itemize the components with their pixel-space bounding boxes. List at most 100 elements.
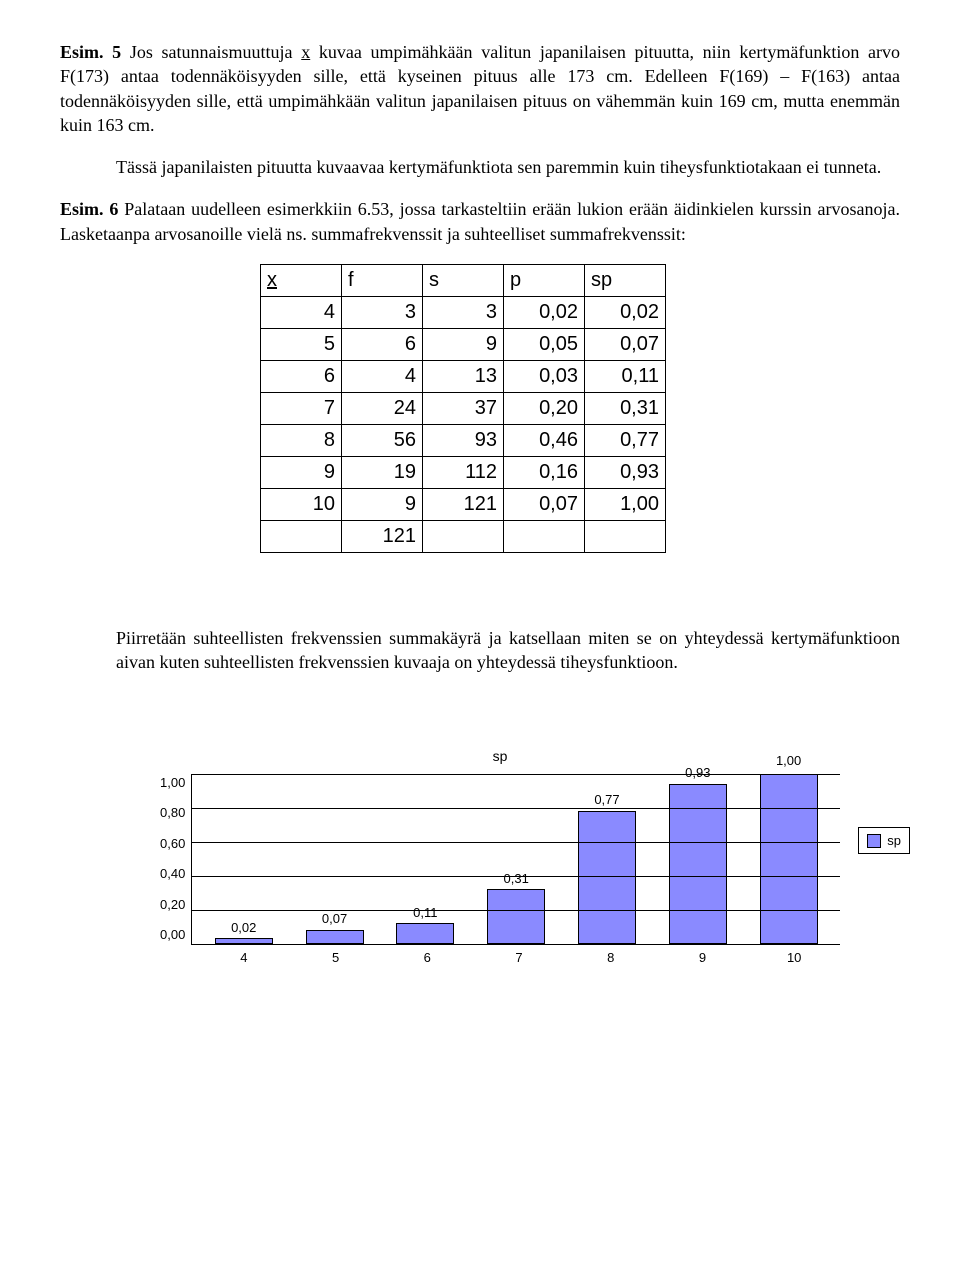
table-cell: 93 (423, 425, 504, 457)
table-cell: 0,07 (585, 329, 666, 361)
y-tick-label: 0,60 (160, 835, 185, 853)
esim5-text-a: Jos satunnaismuuttuja (121, 42, 301, 62)
chart-bars: 0,020,070,110,310,770,931,00 (192, 774, 840, 944)
table-cell: 3 (342, 297, 423, 329)
table-cell: 4 (261, 297, 342, 329)
table-cell: 121 (423, 489, 504, 521)
table-cell: 56 (342, 425, 423, 457)
paragraph-esim6: Esim. 6 Palataan uudelleen esimerkkiin 6… (60, 197, 900, 246)
bar (487, 889, 545, 944)
bar-value-label: 0,11 (413, 904, 437, 922)
th-s: s (423, 265, 504, 297)
table-row: 64130,030,11 (261, 361, 666, 393)
table-cell: 0,77 (585, 425, 666, 457)
table-cell: 0,07 (504, 489, 585, 521)
sp-bar-chart: sp 1,000,800,600,400,200,00 0,020,070,11… (160, 747, 840, 966)
table-cell (261, 521, 342, 553)
table-cell: 10 (261, 489, 342, 521)
y-tick-label: 0,20 (160, 896, 185, 914)
gridline (192, 876, 840, 877)
th-sp: sp (585, 265, 666, 297)
esim6-text: Palataan uudelleen esimerkkiin 6.53, jos… (60, 199, 900, 243)
table-cell: 5 (261, 329, 342, 361)
table-cell: 0,02 (504, 297, 585, 329)
table-cell: 0,11 (585, 361, 666, 393)
esim5-var: x (301, 42, 310, 62)
bar-value-label: 0,07 (322, 910, 347, 928)
table-cell: 13 (423, 361, 504, 393)
x-tick-label: 4 (198, 945, 290, 967)
frequency-table: x f s p sp 4330,020,025690,050,0764130,0… (260, 264, 666, 553)
table-row: 856930,460,77 (261, 425, 666, 457)
table-cell: 0,05 (504, 329, 585, 361)
table-cell: 7 (261, 393, 342, 425)
bar-value-label: 0,31 (504, 870, 529, 888)
gridline (192, 808, 840, 809)
table-row: 724370,200,31 (261, 393, 666, 425)
table-cell: 112 (423, 457, 504, 489)
bar (578, 811, 636, 944)
chart-y-axis: 1,00 0,80 0,60 0,40 0,20 0,00 (160, 774, 191, 944)
paragraph-esim5: Esim. 5 Jos satunnaismuuttuja x kuvaa um… (60, 40, 900, 137)
chart-legend: sp (858, 827, 910, 855)
legend-swatch (867, 834, 881, 848)
table-cell: 0,16 (504, 457, 585, 489)
paragraph-chart-intro: Piirretään suhteellisten frekvenssien su… (116, 626, 900, 675)
gridline (192, 774, 840, 775)
bar-slot: 0,93 (652, 774, 743, 944)
chart-intro-text: Piirretään suhteellisten frekvenssien su… (116, 628, 900, 672)
table-cell: 9 (342, 489, 423, 521)
table-cell: 8 (261, 425, 342, 457)
y-tick-label: 1,00 (160, 774, 185, 792)
x-tick-label: 10 (748, 945, 840, 967)
th-x: x (261, 265, 342, 297)
legend-label: sp (887, 832, 901, 850)
y-tick-label: 0,40 (160, 865, 185, 883)
table-cell (504, 521, 585, 553)
table-cell: 1,00 (585, 489, 666, 521)
table-cell: 6 (342, 329, 423, 361)
table-cell: 0,03 (504, 361, 585, 393)
bar-slot: 0,31 (471, 774, 562, 944)
bar-slot: 1,00 (743, 774, 834, 944)
chart-x-axis: 45678910 (198, 945, 840, 967)
table-cell: 0,20 (504, 393, 585, 425)
gridline (192, 842, 840, 843)
table-cell: 37 (423, 393, 504, 425)
th-f: f (342, 265, 423, 297)
table-cell: 0,02 (585, 297, 666, 329)
bar-value-label: 1,00 (776, 752, 801, 770)
table-cell: 9 (261, 457, 342, 489)
bar-value-label: 0,77 (594, 791, 619, 809)
table-cell: 4 (342, 361, 423, 393)
bar-slot: 0,77 (562, 774, 653, 944)
table-row: 4330,020,02 (261, 297, 666, 329)
bar (215, 938, 273, 943)
chart-title: sp (160, 747, 840, 766)
table-row: 1091210,071,00 (261, 489, 666, 521)
bar (760, 774, 818, 944)
table-cell: 0,31 (585, 393, 666, 425)
paragraph-esim5-cont: Tässä japanilaisten pituutta kuvaavaa ke… (116, 155, 900, 179)
bar (396, 923, 454, 944)
table-cell (585, 521, 666, 553)
bar (306, 930, 364, 944)
table-cell: 0,46 (504, 425, 585, 457)
x-tick-label: 5 (290, 945, 382, 967)
table-cell: 6 (261, 361, 342, 393)
esim6-label: Esim. 6 (60, 199, 118, 219)
table-cell: 9 (423, 329, 504, 361)
gridline (192, 910, 840, 911)
esim5-cont-text: Tässä japanilaisten pituutta kuvaavaa ke… (116, 157, 881, 177)
table-cell: 24 (342, 393, 423, 425)
x-tick-label: 9 (657, 945, 749, 967)
table-row: 9191120,160,93 (261, 457, 666, 489)
table-cell: 121 (342, 521, 423, 553)
x-tick-label: 8 (565, 945, 657, 967)
y-tick-label: 0,80 (160, 804, 185, 822)
esim5-label: Esim. 5 (60, 42, 121, 62)
table-cell: 3 (423, 297, 504, 329)
table-row: 5690,050,07 (261, 329, 666, 361)
table-header-row: x f s p sp (261, 265, 666, 297)
y-tick-label: 0,00 (160, 926, 185, 944)
